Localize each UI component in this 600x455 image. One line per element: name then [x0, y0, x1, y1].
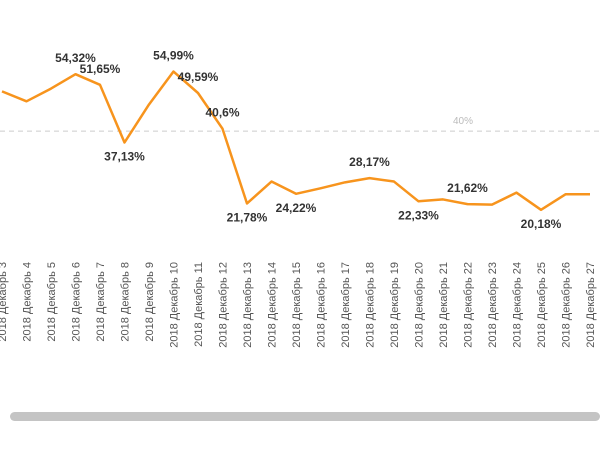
value-label: 21,78%	[227, 210, 268, 224]
value-label: 49,59%	[178, 70, 219, 84]
x-tick-label: 2018 Декабрь 12	[218, 262, 230, 348]
x-tick-label: 2018 Декабрь 13	[242, 262, 254, 348]
x-tick-label: 2018 Декабрь 23	[487, 262, 499, 348]
value-label: 20,18%	[521, 217, 562, 231]
value-label: 28,17%	[349, 155, 390, 169]
value-label: 22,33%	[398, 208, 439, 222]
x-tick-label: 2018 Декабрь 5	[46, 262, 58, 342]
x-tick-label: 2018 Декабрь 8	[120, 262, 132, 342]
x-tick-label: 2018 Декабрь 19	[389, 262, 401, 348]
x-tick-label: 2018 Декабрь 27	[585, 262, 597, 348]
value-label: 37,13%	[104, 149, 145, 163]
reference-label: 40%	[453, 116, 473, 127]
x-tick-label: 2018 Декабрь 25	[536, 262, 548, 348]
value-label: 21,62%	[447, 181, 488, 195]
value-label: 40,6%	[205, 106, 239, 120]
x-tick-label: 2018 Декабрь 22	[463, 262, 475, 348]
x-tick-label: 2018 Декабрь 18	[365, 262, 377, 348]
value-label: 51,65%	[80, 62, 121, 76]
x-tick-label: 2018 Декабрь 9	[144, 262, 156, 342]
value-label: 24,22%	[276, 201, 317, 215]
x-tick-label: 2018 Декабрь 20	[414, 262, 426, 348]
x-tick-label: 2018 Декабрь 15	[291, 262, 303, 348]
x-tick-label: 2018 Декабрь 14	[267, 262, 279, 348]
x-tick-label: 2018 Декабрь 24	[512, 262, 524, 348]
x-tick-label: 2018 Декабрь 26	[561, 262, 573, 348]
scrollbar[interactable]	[10, 412, 600, 421]
x-tick-label: 2018 Декабрь 7	[95, 262, 107, 342]
x-tick-label: 2018 Декабрь 3	[0, 262, 9, 342]
x-tick-label: 2018 Декабрь 11	[193, 262, 205, 347]
x-tick-label: 2018 Декабрь 16	[316, 262, 328, 348]
x-tick-label: 2018 Декабрь 17	[340, 262, 352, 348]
x-tick-label: 2018 Декабрь 4	[22, 262, 34, 342]
x-tick-label: 2018 Декабрь 10	[169, 262, 181, 348]
value-label: 54,99%	[153, 49, 194, 63]
x-tick-label: 2018 Декабрь 6	[71, 262, 83, 342]
value-label: 54,32%	[55, 51, 96, 65]
data-line	[1, 70, 590, 212]
x-tick-label: 2018 Декабрь 21	[438, 262, 450, 348]
